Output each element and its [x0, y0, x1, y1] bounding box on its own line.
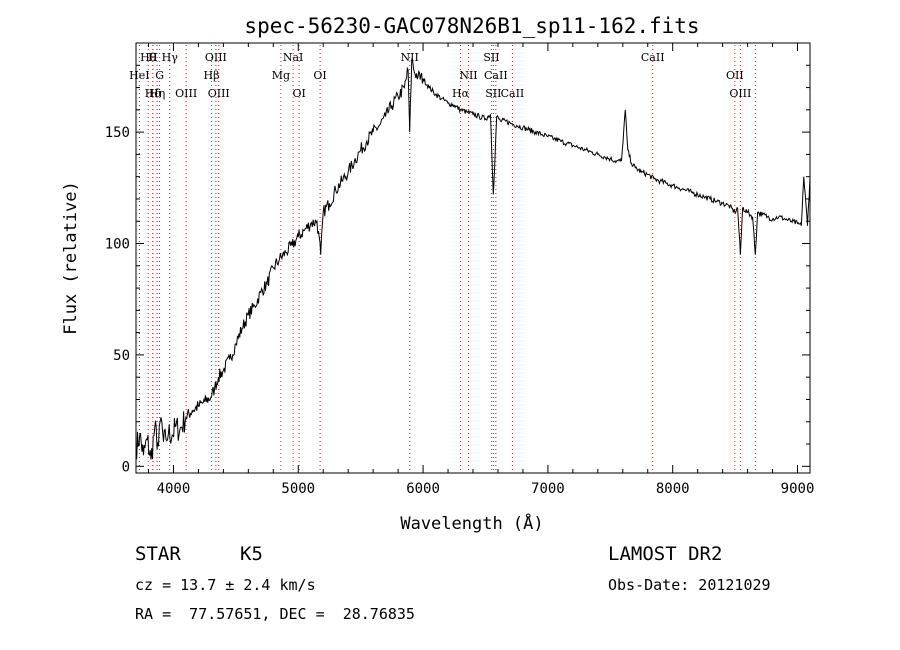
spectral-line-label: CaII — [484, 69, 508, 82]
plot-frame — [135, 42, 811, 474]
spectral-line-label: NaI — [283, 51, 304, 64]
spectral-line-label: G — [155, 69, 164, 82]
spectral-line-label: Hγ — [162, 51, 179, 64]
spectral-line-label: OIII — [175, 87, 197, 100]
y-axis-label: Flux (relative) — [61, 181, 81, 335]
spectral-line-label: HeI — [129, 69, 149, 82]
spectral-line-label: OIII — [208, 87, 230, 100]
spectral-line-label: CaII — [501, 87, 525, 100]
y-tick-label: 0 — [122, 459, 130, 475]
spectral-line-label: OII — [726, 69, 744, 82]
spectral-line-label: Hβ — [204, 69, 220, 82]
spectrum-series-line — [135, 58, 811, 460]
x-tick-label: 7000 — [531, 481, 565, 497]
coordinates: RA = 77.57651, DEC = 28.76835 — [135, 605, 415, 623]
spectral-line-label: Hδ — [145, 87, 162, 100]
y-tick-label: 100 — [105, 237, 130, 253]
x-tick-label: 9000 — [781, 481, 815, 497]
spectral-line-label: OI — [313, 69, 326, 82]
spectral-line-label: SII — [483, 51, 499, 64]
spectral-line-label: NII — [401, 51, 419, 64]
spectral-line-label: CaII — [641, 51, 665, 64]
x-tick-label: 8000 — [656, 481, 690, 497]
y-tick-label: 50 — [113, 348, 130, 364]
x-tick-label: 6000 — [406, 481, 440, 497]
spectral-line-label: Hα — [452, 87, 470, 100]
redshift-cz: cz = 13.7 ± 2.4 km/s — [135, 576, 316, 594]
obs-date: Obs-Date: 20121029 — [608, 576, 771, 594]
spectral-line-label: Mg — [272, 69, 290, 82]
y-tick-label: 150 — [105, 125, 130, 141]
spectral-line-label: NII — [459, 69, 477, 82]
object-subclass: K5 — [240, 543, 263, 565]
object-class: STAR — [135, 543, 181, 565]
spectral-line-label: OIII — [729, 87, 751, 100]
spectral-line-label: Hθ — [140, 51, 157, 64]
spectral-line-label: H — [148, 51, 158, 64]
spectral-line-label: OI — [292, 87, 305, 100]
spectral-line-label: OIII — [205, 51, 227, 64]
y-axis: 0 50 100 150 — [105, 64, 810, 475]
spectral-line-label: Hη — [149, 87, 165, 100]
survey-name: LAMOST DR2 — [608, 543, 723, 565]
chart-title: spec-56230-GAC078N26B1_sp11-162.fits — [244, 14, 699, 38]
x-axis-label: Wavelength (Å) — [400, 512, 543, 534]
line-markers — [138, 45, 756, 473]
x-axis: 4000 5000 6000 7000 8000 9000 — [147, 43, 815, 497]
x-tick-label: 4000 — [157, 481, 191, 497]
x-tick-label: 5000 — [281, 481, 315, 497]
spectral-line-label: SII — [485, 87, 501, 100]
